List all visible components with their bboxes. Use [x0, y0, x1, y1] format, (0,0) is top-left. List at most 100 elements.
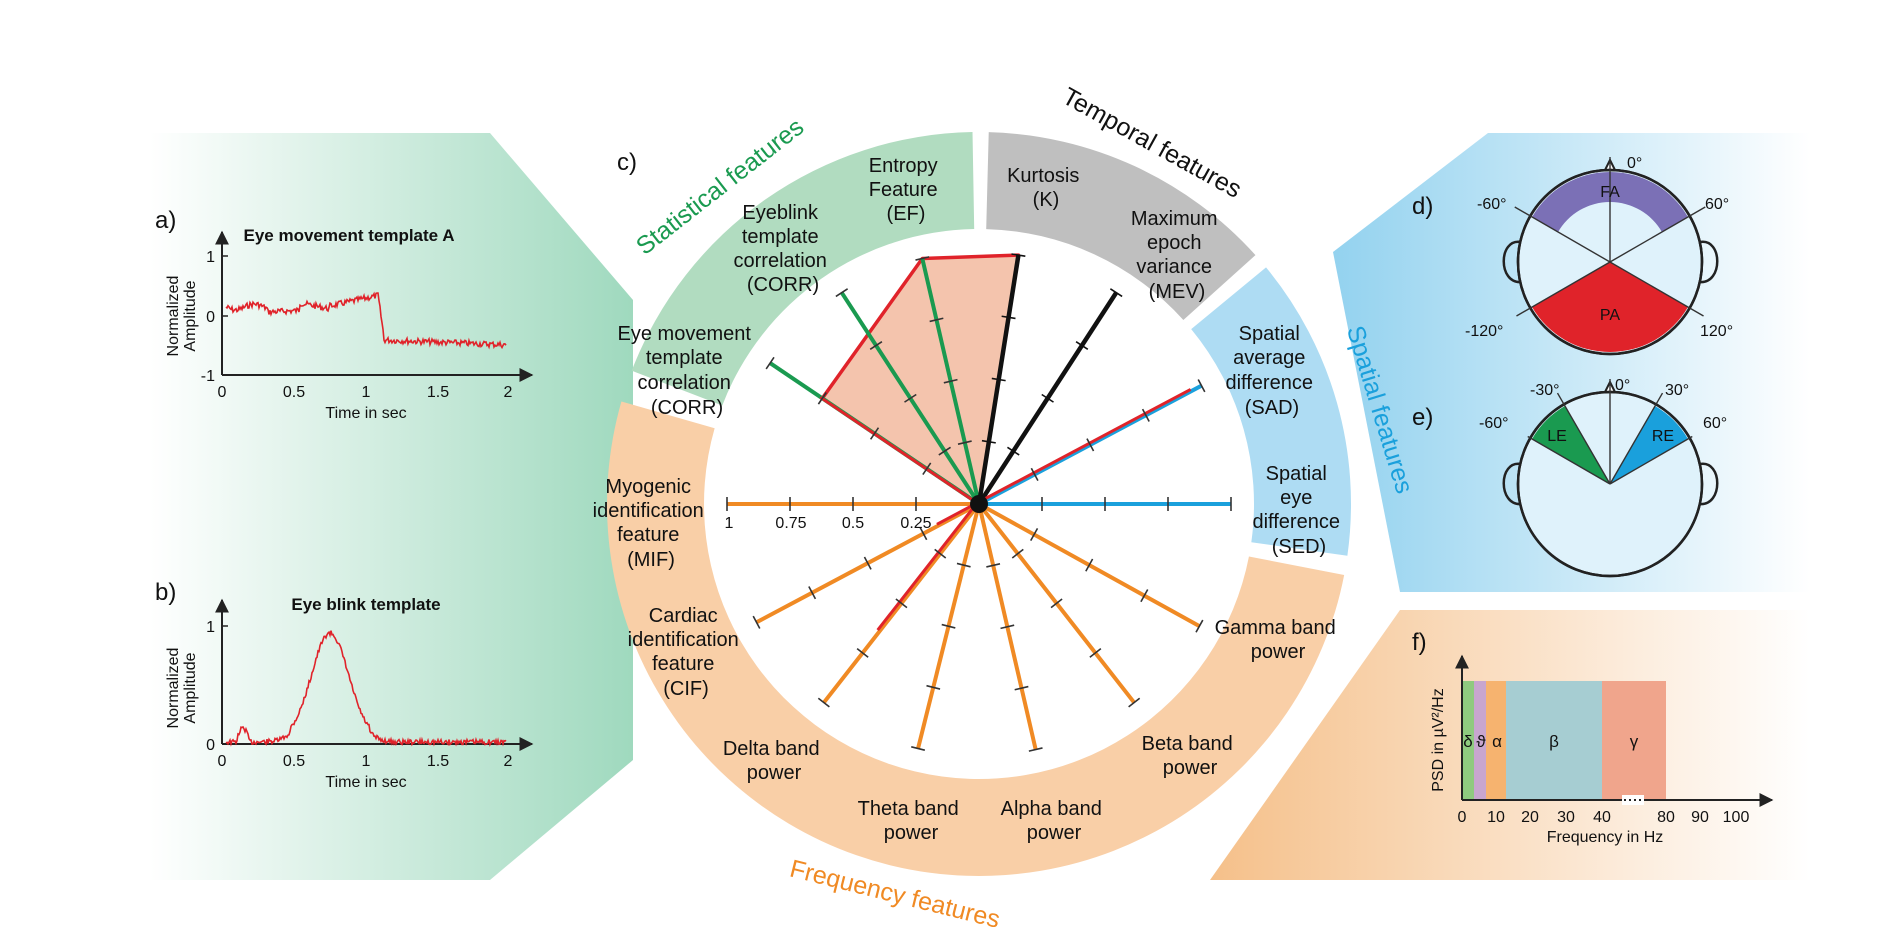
panel-a-ylabel-1: Normalized — [165, 276, 182, 357]
feature-label-corr-blink: Eyeblink template correlation (CORR) — [734, 202, 833, 296]
panel-f: f) δ ϑ α β γ PSD in µV²/Hz 0 10 20 30 40… — [1412, 629, 1774, 846]
panel-d-label: d) — [1412, 193, 1433, 220]
spoke-tick — [926, 684, 941, 690]
spoke-tick — [1086, 438, 1095, 452]
feature-label-sed: Spatial eye difference (SED) — [1252, 463, 1345, 558]
right-eye-sector — [1610, 406, 1688, 484]
spoke-tick — [938, 446, 951, 456]
highlight-spoke — [819, 396, 978, 505]
posterior-area-sector — [1532, 262, 1688, 353]
left-eye-sector — [1532, 406, 1610, 484]
spatial-ring-sector — [1191, 267, 1351, 556]
feature-label-delta: Delta band power — [723, 738, 825, 784]
spoke-tick — [1128, 697, 1141, 708]
spoke-tick — [869, 427, 880, 440]
feature-label-corr-move: Eye movement template correlation (CORR) — [618, 323, 757, 419]
spoke-tick — [915, 256, 930, 261]
panel-f-xtick: 100 — [1723, 809, 1750, 826]
spoke-tick — [1007, 446, 1020, 456]
temporal-ring-sector — [986, 132, 1256, 320]
panel-a-xtick: 0 — [218, 384, 227, 401]
band-beta — [1506, 681, 1602, 800]
panel-f-xtick: 40 — [1593, 809, 1611, 826]
highlight-spoke — [976, 388, 1192, 505]
head-e-angle: -30° — [1530, 382, 1560, 399]
spoke-tick — [765, 356, 775, 370]
spoke-tick — [1030, 528, 1039, 542]
head-d-fa-label: FA — [1600, 184, 1620, 201]
panel-b: b) Eye blink template Normalized Amplitu… — [155, 579, 534, 791]
panel-b-xlabel: Time in sec — [325, 774, 406, 791]
left-green-panel — [150, 133, 633, 880]
feature-label-mif: Myogenic identification feature (MIF) — [593, 476, 710, 571]
panel-f-xtick: 90 — [1691, 809, 1709, 826]
angle-line — [1556, 392, 1611, 485]
spoke-tick — [817, 697, 830, 708]
panel-a-label: a) — [155, 207, 176, 234]
feature-label-theta: Theta band power — [858, 798, 965, 844]
spoke-tick — [1195, 619, 1204, 633]
panel-f-xtick: 80 — [1657, 809, 1675, 826]
spoke-tick — [1075, 341, 1089, 350]
head-d-angle: 120° — [1700, 323, 1733, 340]
spoke-tick — [941, 623, 956, 629]
panel-a-ytick: -1 — [201, 368, 215, 385]
panel-b-ylabel-1: Normalized — [165, 648, 182, 729]
head-d-pa-label: PA — [1600, 307, 1620, 324]
panel-a-xtick: 1 — [362, 384, 371, 401]
panel-a-xtick: 1.5 — [427, 384, 449, 401]
band-label-theta: ϑ — [1476, 732, 1486, 751]
band-label-beta: β — [1549, 732, 1559, 751]
spoke-tick — [869, 341, 883, 350]
band-label-gamma: γ — [1630, 732, 1639, 751]
spoke-tick — [856, 647, 869, 658]
band-theta — [1474, 681, 1486, 800]
panel-f-xlabel: Frequency in Hz — [1547, 829, 1664, 846]
head-d-angle: 60° — [1705, 196, 1729, 213]
head-d-left-ear — [1502, 240, 1522, 284]
band-delta — [1462, 681, 1474, 800]
panel-a-xtick: 0.5 — [283, 384, 305, 401]
feature-label-k: Kurtosis (K) — [1007, 165, 1085, 211]
panel-a-ytick: 0 — [206, 309, 215, 326]
feature-label-ef: Entropy Feature (EF) — [869, 155, 944, 225]
panel-b-xtick: 2 — [504, 753, 513, 770]
spoke-tick — [922, 462, 932, 476]
panel-e: e) LE RE 0° -30° 30° -60° 60° — [1412, 377, 1727, 578]
panel-b-ytick: 1 — [206, 619, 215, 636]
panel-f-xtick: 20 — [1521, 809, 1539, 826]
angle-line — [1514, 206, 1611, 263]
head-e-angle: 60° — [1703, 415, 1727, 432]
spoke-tick — [956, 562, 971, 568]
spoke-tick — [895, 598, 908, 609]
head-d-angle: -60° — [1477, 196, 1507, 213]
panel-d: d) FA PA 0° -60° 60° -120° 120° — [1412, 155, 1733, 356]
feature-label-beta: Beta band power — [1142, 733, 1239, 779]
band-gamma — [1602, 681, 1666, 800]
spoke-tick — [1014, 685, 1029, 691]
panel-b-ylabel-2: Amplitude — [182, 652, 199, 723]
spoke-tick — [808, 586, 817, 600]
spoke-tick — [835, 288, 849, 298]
panel-e-label: e) — [1412, 404, 1433, 431]
angle-line — [1609, 206, 1706, 263]
spoke-tick — [1001, 315, 1016, 320]
chart-center — [970, 495, 988, 513]
spoke-tick — [1041, 393, 1054, 403]
eye-blink-signal — [225, 630, 507, 747]
highlight-spoke — [876, 502, 979, 632]
panel-b-xtick: 0.5 — [283, 753, 305, 770]
feature-label-mev: Maximum epoch variance (MEV) — [1131, 208, 1223, 303]
head-e-angle-lines — [1527, 379, 1693, 485]
spoke-tick — [1011, 253, 1026, 257]
panel-b-label: b) — [155, 579, 176, 606]
angle-line — [1516, 261, 1611, 317]
spoke-tick — [957, 440, 972, 445]
panel-b-xtick: 1 — [362, 753, 371, 770]
band-label-delta: δ — [1463, 732, 1472, 751]
panel-b-title: Eye blink template — [291, 595, 440, 614]
spoke-tick — [1085, 558, 1094, 572]
head-e-right-ear — [1699, 462, 1719, 506]
panel-b-xtick: 1.5 — [427, 753, 449, 770]
